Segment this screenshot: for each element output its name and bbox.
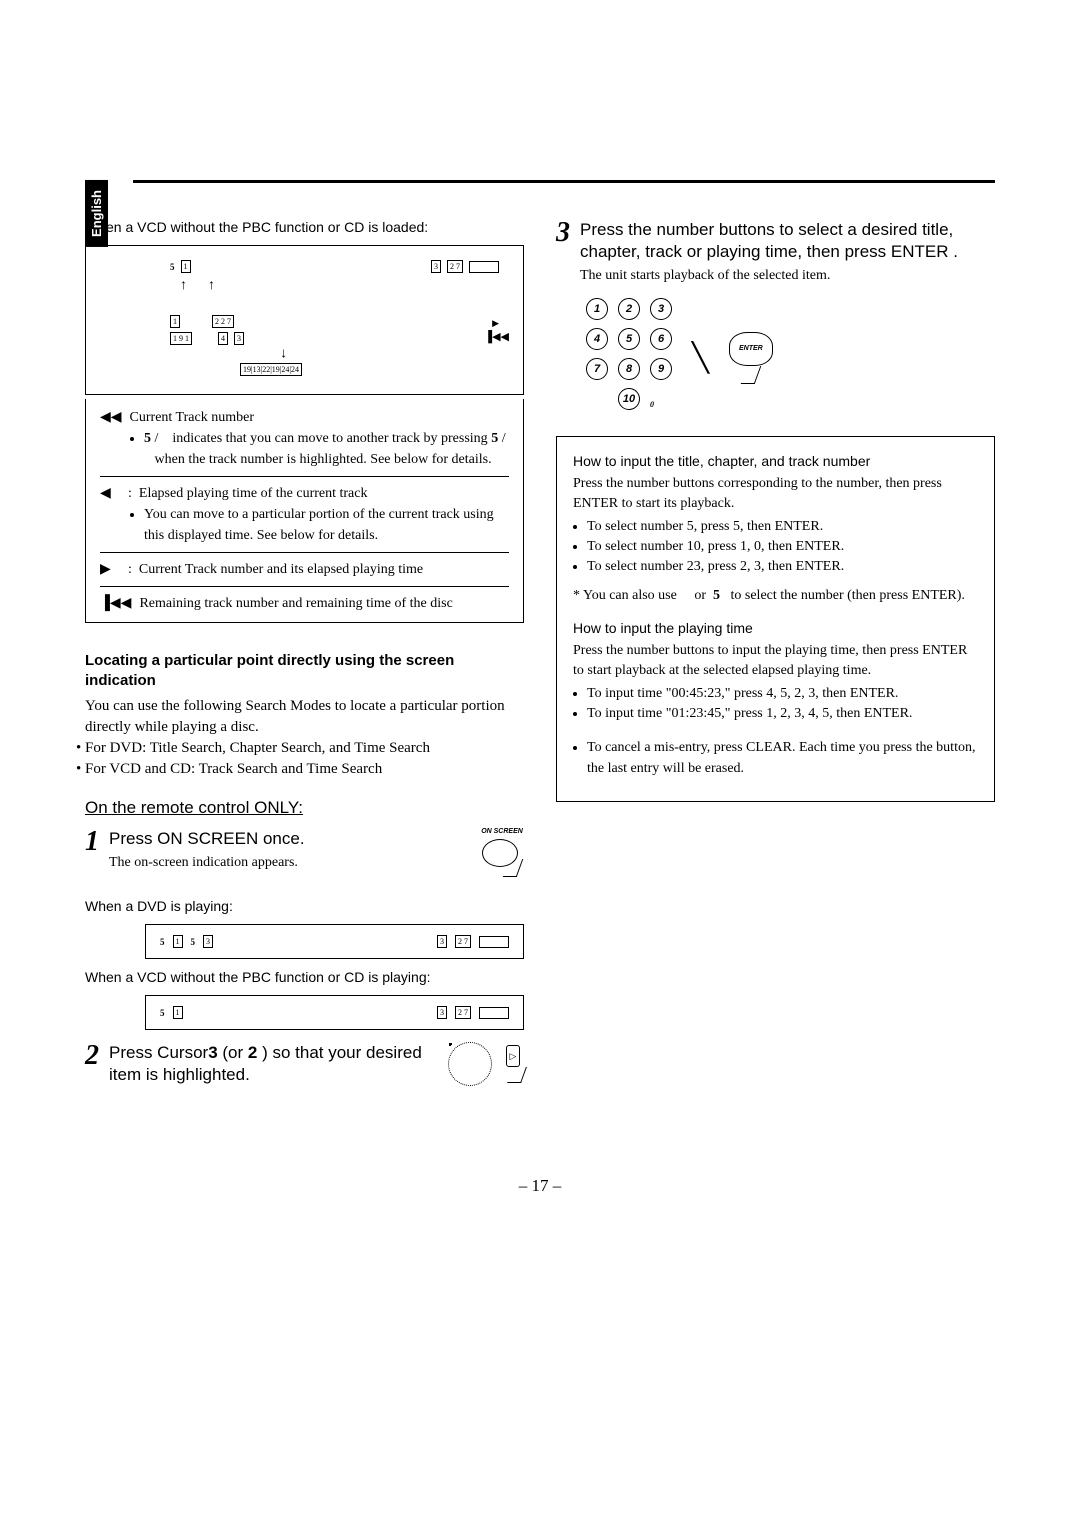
keypad-key: 3 [650, 298, 672, 320]
arrow-icon: ↑ [180, 278, 187, 294]
osd-dvd-box: 5 1 5 3 3 2 7 [145, 924, 524, 959]
on-screen-button-graphic: ON SCREEN [480, 828, 524, 884]
step-title: Press Cursor3 (or 2 ) so that your desir… [109, 1042, 436, 1086]
play-icon: ▶ [100, 559, 120, 580]
legend-box: ◀◀ Current Track number 5 / indicates th… [85, 399, 524, 623]
arrow-icon: ↑ [208, 278, 215, 294]
keypad-key: 8 [618, 358, 640, 380]
body-bullet: For VCD and CD: Track Search and Time Se… [85, 759, 524, 780]
cursor-right-icon: ▷ [506, 1045, 520, 1067]
play-icon: ▶ [492, 318, 499, 329]
osd-vcd-box: 5 1 3 2 7 [145, 995, 524, 1030]
locating-heading: Locating a particular point directly usi… [85, 651, 524, 690]
keypad-key: 5 [618, 328, 640, 350]
left-column: When a VCD without the PBC function or C… [85, 219, 524, 1096]
keypad-key: 6 [650, 328, 672, 350]
step-number: 1 [85, 828, 99, 856]
page-number: – 17 – [85, 1176, 995, 1196]
info-bullet: To input time "00:45:23," press 4, 5, 2,… [587, 684, 978, 704]
top-rule [133, 180, 995, 183]
info-note: * You can also use or 5 to select the nu… [573, 586, 978, 606]
info-heading: How to input the title, chapter, and tra… [573, 451, 978, 471]
info-body: Press the number buttons corresponding t… [573, 474, 978, 515]
legend-bullet: 5 / indicates that you can move to anoth… [144, 428, 509, 470]
slash-icon: ╲ [692, 341, 709, 375]
body-bullet: For DVD: Title Search, Chapter Search, a… [85, 738, 524, 759]
vcd-intro: When a VCD without the PBC function or C… [85, 219, 524, 235]
keypad-graphic: 1 2 3 4 5 6 7 8 9 [586, 298, 995, 418]
info-bullet: To select number 23, press 2, 3, then EN… [587, 557, 978, 577]
legend-text: Current Track number [130, 407, 254, 428]
rewind-icon: ◀◀ [100, 407, 122, 428]
vcd-playing-label: When a VCD without the PBC function or C… [85, 969, 524, 985]
info-bullet: To input time "01:23:45," press 1, 2, 3,… [587, 704, 978, 724]
step-sub: The unit starts playback of the selected… [580, 266, 995, 286]
keypad-key: 1 [586, 298, 608, 320]
info-box: How to input the title, chapter, and tra… [556, 436, 995, 802]
info-heading: How to input the playing time [573, 618, 978, 638]
step-title: Press ON SCREEN once. [109, 828, 468, 850]
keypad-key: 10 [618, 388, 640, 410]
step-sub: The on-screen indication appears. [109, 853, 468, 873]
osd-diagram: 5 1 3 2 7 ↑ ↑ 1 2 2 7 ▶ [85, 245, 524, 395]
locating-body: You can use the following Search Modes t… [85, 696, 524, 738]
keypad-key: 9 [650, 358, 672, 380]
arrow-icon: ↑ [280, 345, 287, 361]
info-bullet: To select number 5, press 5, then ENTER. [587, 517, 978, 537]
skip-back-icon: ▐◀◀ [484, 330, 509, 343]
info-bullet: To select number 10, press 1, 0, then EN… [587, 537, 978, 557]
keypad-key: 2 [618, 298, 640, 320]
keypad-key: 4 [586, 328, 608, 350]
legend-text: Remaining track number and remaining tim… [139, 593, 452, 614]
enter-button-graphic: ENTER [729, 332, 773, 384]
info-bullet: To cancel a mis-entry, press CLEAR. Each… [587, 738, 978, 779]
cursor-pad-icon [448, 1042, 492, 1086]
keypad-key: 7 [586, 358, 608, 380]
language-tab: English [85, 180, 108, 247]
back-icon: ◀ [100, 483, 120, 504]
step-number: 2 [85, 1042, 99, 1070]
remote-heading: On the remote control ONLY: [85, 798, 524, 818]
dvd-playing-label: When a DVD is playing: [85, 898, 524, 914]
skip-back-icon: ▐◀◀ [100, 593, 131, 614]
right-column: 3 Press the number buttons to select a d… [556, 219, 995, 1096]
cursor-buttons-graphic: ▷ [448, 1042, 524, 1086]
legend-bullet: You can move to a particular portion of … [144, 504, 509, 546]
legend-text: Elapsed playing time of the current trac… [139, 486, 368, 501]
legend-text: Current Track number and its elapsed pla… [139, 562, 423, 577]
step-number: 3 [556, 219, 570, 247]
step-title: Press the number buttons to select a des… [580, 219, 995, 263]
info-body: Press the number buttons to input the pl… [573, 641, 978, 682]
